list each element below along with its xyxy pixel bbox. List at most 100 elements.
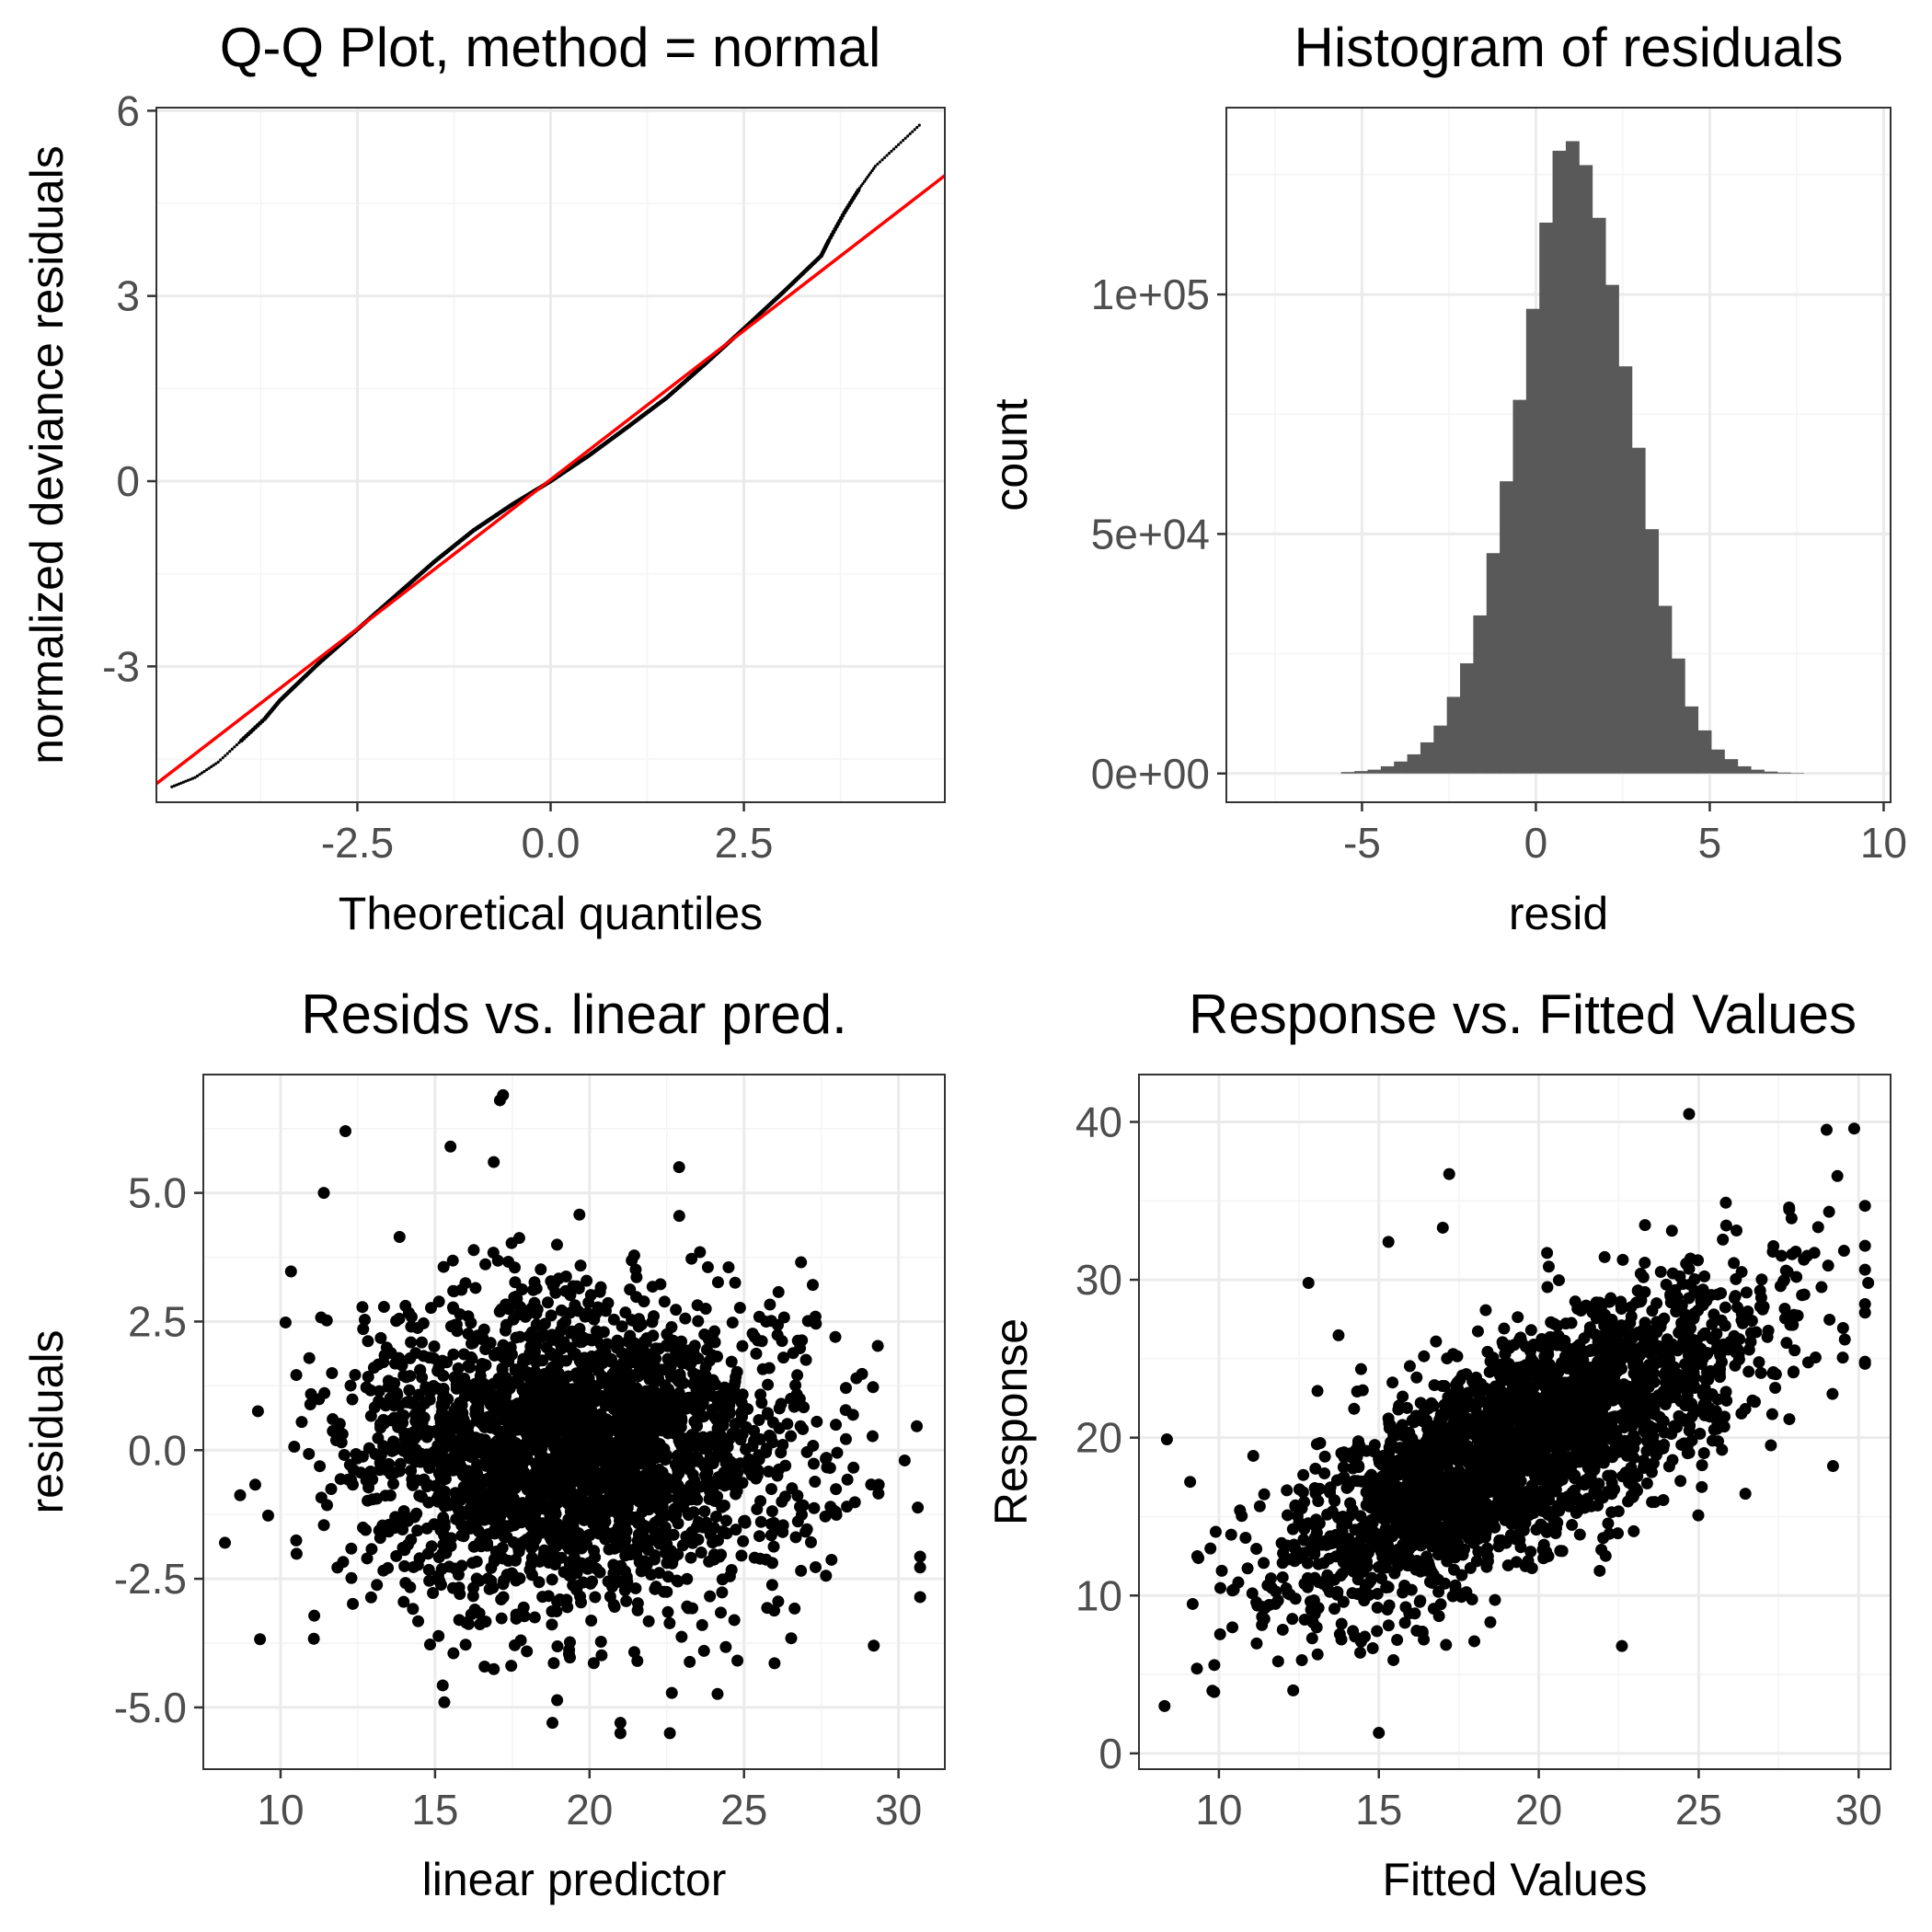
scatter-point xyxy=(664,1370,677,1383)
scatter-point xyxy=(661,1352,674,1365)
scatter-outlier-point xyxy=(614,1717,627,1730)
scatter-point xyxy=(1332,1328,1345,1341)
scatter-point xyxy=(688,1479,701,1492)
scatter-point xyxy=(624,1356,637,1369)
plot-area xyxy=(219,1088,926,1740)
scatter-point xyxy=(549,1508,562,1521)
scatter-point xyxy=(541,1523,554,1535)
scatter-point xyxy=(365,1543,378,1556)
scatter-point xyxy=(550,1238,563,1251)
qq-sample-point xyxy=(225,752,229,755)
scatter-point xyxy=(344,1379,357,1392)
scatter-point xyxy=(480,1488,493,1501)
scatter-point xyxy=(1542,1260,1555,1273)
scatter-point xyxy=(379,1489,392,1502)
scatter-point xyxy=(1276,1570,1289,1583)
scatter-point xyxy=(469,1282,482,1294)
scatter-point xyxy=(279,1316,292,1328)
scatter-point xyxy=(377,1440,390,1453)
scatter-point xyxy=(688,1340,701,1352)
scatter-point xyxy=(1480,1560,1493,1573)
scatter-point xyxy=(1208,1659,1221,1672)
scatter-point xyxy=(543,1424,556,1437)
y-tick-label: -3 xyxy=(102,642,140,690)
scatter-point xyxy=(435,1406,448,1419)
histogram-bar xyxy=(1512,399,1527,774)
scatter-point xyxy=(415,1336,428,1349)
scatter-point xyxy=(303,1447,316,1460)
qq-reference-line xyxy=(156,174,945,786)
scatter-point xyxy=(550,1409,563,1422)
scatter-point xyxy=(569,1494,582,1507)
scatter-point xyxy=(486,1451,499,1464)
scatter-point xyxy=(362,1335,374,1348)
scatter-point xyxy=(360,1381,373,1394)
scatter-point xyxy=(388,1522,401,1535)
scatter-point xyxy=(390,1549,403,1562)
scatter-point xyxy=(506,1440,519,1453)
qq-sample-point xyxy=(177,782,180,786)
scatter-point xyxy=(640,1558,653,1571)
scatter-point xyxy=(1226,1621,1239,1634)
scatter-point xyxy=(433,1575,446,1588)
qq-sample-point xyxy=(882,155,887,159)
scatter-point xyxy=(777,1351,790,1364)
x-tick-label: 0 xyxy=(1524,819,1548,867)
scatter-point xyxy=(498,1531,511,1544)
qq-sample-point xyxy=(872,167,876,170)
scatter-point xyxy=(583,1557,596,1570)
scatter-point xyxy=(772,1285,785,1298)
scatter-point xyxy=(490,1461,503,1474)
scatter-point xyxy=(368,1401,381,1414)
scatter-point xyxy=(626,1254,638,1267)
scatter-point xyxy=(797,1499,810,1512)
scatter-point xyxy=(1754,1366,1767,1379)
scatter-point xyxy=(776,1525,789,1538)
scatter-point xyxy=(397,1541,409,1554)
scatter-point xyxy=(737,1535,750,1547)
qq-sample-point xyxy=(228,750,232,753)
qq-sample-point xyxy=(179,781,183,785)
qq-sample-point xyxy=(866,175,869,179)
scatter-point xyxy=(593,1443,606,1455)
scatter-point xyxy=(665,1686,678,1699)
scatter-point xyxy=(598,1456,611,1469)
scatter-point xyxy=(234,1489,247,1501)
scatter-point xyxy=(455,1283,468,1296)
scatter-point xyxy=(1359,1544,1372,1557)
qq-sample-point xyxy=(906,134,910,138)
scatter-point xyxy=(1786,1248,1799,1260)
scatter-point xyxy=(717,1419,730,1432)
scatter-point xyxy=(1724,1335,1737,1348)
scatter-point xyxy=(736,1477,749,1489)
scatter-point xyxy=(382,1380,395,1393)
scatter-point xyxy=(407,1603,420,1616)
scatter-point xyxy=(441,1356,454,1369)
qq-sample-point xyxy=(894,145,898,149)
scatter-point xyxy=(730,1524,742,1536)
scatter-point xyxy=(673,1210,685,1223)
scatter-point xyxy=(1271,1655,1284,1668)
scatter-outlier-point xyxy=(219,1536,232,1549)
scatter-point xyxy=(1371,1625,1384,1638)
x-axis-title: Theoretical quantiles xyxy=(339,888,763,939)
histogram-bar xyxy=(1446,696,1461,774)
scatter-point xyxy=(307,1632,320,1645)
scatter-point xyxy=(1338,1471,1351,1484)
scatter-point xyxy=(685,1252,698,1265)
scatter-point xyxy=(465,1522,477,1535)
scatter-point xyxy=(1660,1278,1673,1291)
scatter-point xyxy=(689,1455,702,1467)
scatter-point xyxy=(568,1449,581,1462)
scatter-point xyxy=(1440,1639,1453,1651)
scatter-point xyxy=(789,1531,802,1544)
scatter-point xyxy=(500,1569,513,1581)
scatter-point xyxy=(678,1347,691,1360)
scatter-point xyxy=(546,1618,558,1631)
scatter-point xyxy=(726,1317,739,1329)
qq-sample-point xyxy=(908,132,912,136)
scatter-point xyxy=(556,1393,569,1406)
scatter-point xyxy=(1838,1333,1851,1346)
scatter-point xyxy=(763,1362,776,1374)
